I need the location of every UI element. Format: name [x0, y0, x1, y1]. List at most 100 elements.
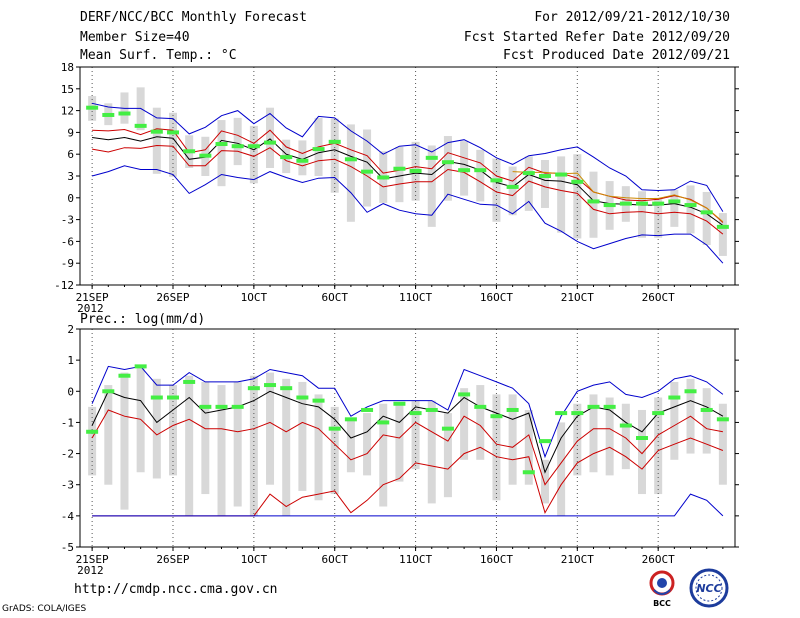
ensemble-box — [185, 376, 193, 516]
ensemble-box — [266, 108, 274, 168]
y-tick-label: -2 — [61, 448, 74, 461]
y-tick-label: -3 — [61, 214, 74, 227]
median-marker — [393, 402, 405, 406]
median-marker — [313, 399, 325, 403]
median-marker — [636, 202, 648, 206]
x-tick-label: 21OCT — [561, 553, 594, 566]
median-marker — [248, 144, 260, 148]
median-marker — [701, 210, 713, 214]
ensemble-box — [444, 136, 452, 201]
median-marker — [507, 408, 519, 412]
median-marker — [507, 185, 519, 189]
plot-frame — [80, 67, 735, 285]
x-tick-label: 11OCT — [399, 553, 432, 566]
median-marker — [587, 405, 599, 409]
median-marker — [490, 178, 502, 182]
ensemble-box — [104, 385, 112, 485]
median-marker — [232, 144, 244, 148]
x-tick-label: 11OCT — [399, 291, 432, 304]
ensemble-box — [509, 167, 517, 216]
ensemble-box — [282, 379, 290, 516]
median-marker — [361, 408, 373, 412]
median-marker — [329, 427, 341, 431]
median-marker — [668, 396, 680, 400]
ensemble-box — [153, 379, 161, 479]
median-marker — [216, 405, 228, 409]
median-marker — [539, 174, 551, 178]
median-marker — [393, 167, 405, 171]
median-marker — [135, 364, 147, 368]
y-tick-label: -6 — [61, 235, 74, 248]
y-tick-label: 12 — [61, 105, 74, 118]
x-tick-label: 1OCT — [241, 553, 268, 566]
ensemble-box — [218, 385, 226, 516]
ensemble-box — [395, 404, 403, 482]
median-marker — [474, 405, 486, 409]
x-tick-label: 6OCT — [321, 291, 348, 304]
y-tick-label: -3 — [61, 479, 74, 492]
median-marker — [135, 124, 147, 128]
ensemble-box — [395, 147, 403, 202]
x-tick-label: 26SEP — [156, 291, 189, 304]
grads-credit: GrADS: COLA/IGES — [2, 604, 86, 614]
ensemble-box — [347, 124, 355, 221]
median-marker — [361, 170, 373, 174]
median-marker — [523, 470, 535, 474]
ensemble-box — [444, 413, 452, 497]
y-tick-label: 2 — [67, 323, 74, 336]
ensemble-box — [266, 373, 274, 485]
y-tick-label: 3 — [67, 170, 74, 183]
median-marker — [345, 157, 357, 161]
ensemble-box — [315, 394, 323, 500]
ensemble-box — [234, 118, 242, 165]
median-marker — [701, 408, 713, 412]
median-marker — [264, 141, 276, 145]
median-marker — [296, 159, 308, 163]
median-marker — [620, 424, 632, 428]
median-marker — [555, 173, 567, 177]
median-marker — [587, 199, 599, 203]
ensemble-box — [557, 156, 565, 232]
y-tick-label: -12 — [54, 279, 74, 292]
ensemble-box — [670, 382, 678, 460]
median-marker — [151, 396, 163, 400]
median-marker — [102, 389, 114, 393]
median-marker — [151, 130, 163, 134]
ensemble-box — [428, 401, 436, 504]
median-marker — [280, 386, 292, 390]
x-tick-label: 16OCT — [480, 553, 513, 566]
median-marker — [555, 411, 567, 415]
y-tick-label: 18 — [61, 61, 74, 74]
ensemble-box — [363, 413, 371, 475]
median-marker — [216, 142, 228, 146]
y-tick-label: 0 — [67, 192, 74, 205]
ensemble-box — [347, 419, 355, 472]
median-marker — [604, 405, 616, 409]
median-marker — [118, 374, 130, 378]
median-marker — [652, 202, 664, 206]
median-marker — [377, 175, 389, 179]
median-marker — [167, 130, 179, 134]
median-marker — [183, 380, 195, 384]
ensemble-box — [589, 172, 597, 238]
forecast-figure: -12-9-6-3036912151821SEP201226SEP 1OCT 6OC… — [0, 0, 800, 618]
median-marker — [118, 112, 130, 116]
ensemble-box — [412, 401, 420, 470]
median-marker — [442, 427, 454, 431]
ensemble-box — [557, 422, 565, 515]
ensemble-box — [541, 160, 549, 208]
median-marker — [571, 411, 583, 415]
median-marker — [410, 411, 422, 415]
ensemble-box — [687, 185, 695, 233]
precipitation-panel: -5-4-3-2-101221SEP201226SEP 1OCT 6OCT 11OCT… — [61, 323, 739, 577]
median-marker — [636, 436, 648, 440]
y-tick-label: -5 — [61, 541, 74, 554]
precip-panel-title: Prec.: log(mm/d) — [80, 312, 205, 327]
median-marker — [523, 171, 535, 175]
median-marker — [604, 203, 616, 207]
median-marker — [199, 154, 211, 158]
footer-url[interactable]: http://cmdp.ncc.cma.gov.cn — [74, 582, 278, 597]
x-tick-label: 26OCT — [642, 553, 675, 566]
median-marker — [232, 405, 244, 409]
